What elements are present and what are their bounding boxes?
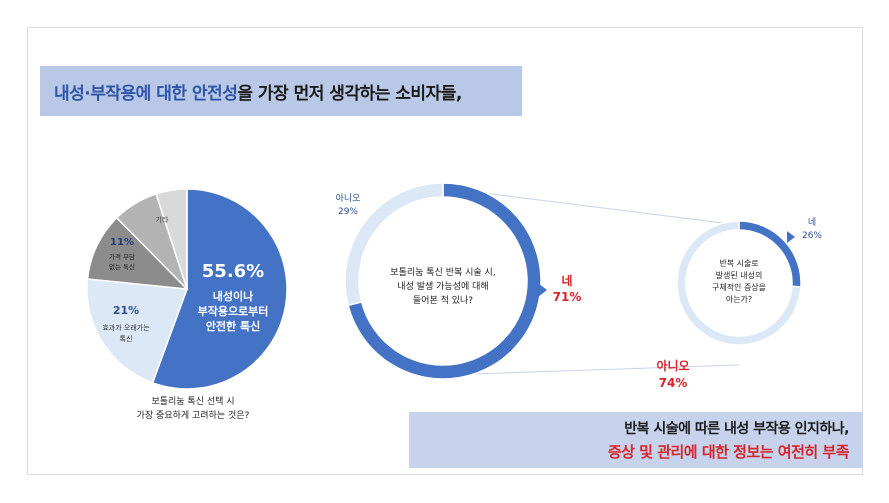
donut2-no-segment bbox=[344, 182, 444, 307]
donut3-question-4: 아는가? bbox=[726, 294, 752, 304]
donut2-yes-pointer bbox=[538, 283, 547, 297]
donut2-no-pct: 29% bbox=[338, 207, 358, 217]
pie1-label-other: 기타 bbox=[156, 215, 169, 224]
pie1-pct-long: 21% bbox=[113, 304, 139, 317]
donut2-question-2: 내성 발생 가능성에 대해 bbox=[397, 281, 488, 292]
donut3-no-segment bbox=[676, 220, 802, 346]
donut2-no-label: 아니오 bbox=[336, 193, 361, 204]
pie1-label-long-1: 효과가 오래가는 bbox=[102, 323, 150, 332]
top-banner: 내성·부작용에 대한 안전성 을 가장 먼저 생각하는 소비자들, bbox=[40, 66, 522, 116]
pie1-label-main-2: 부작용으로부터 bbox=[198, 304, 269, 318]
donut3-no-label: 아니오 bbox=[656, 358, 689, 373]
pie1-label-main-1: 내성이나 bbox=[213, 289, 253, 303]
bottom-banner-line1: 반복 시술에 따른 내성 부작용 인지하나, bbox=[624, 421, 849, 437]
figure-frame bbox=[27, 27, 863, 475]
pie1-pct-price: 11% bbox=[110, 237, 134, 248]
donut2-yes-label: 네 bbox=[561, 273, 572, 288]
connector-line-bottom bbox=[442, 364, 740, 376]
pie1-label-long-2: 톡신 bbox=[120, 334, 133, 343]
pie1-question-2: 가장 중요하게 고려하는 것은? bbox=[137, 410, 250, 421]
donut2-question-1: 보톨리눔 톡신 반복 시술 시, bbox=[390, 267, 495, 278]
pie1-label-main-3: 안전한 톡신 bbox=[206, 319, 260, 333]
donut3-yes-pct: 26% bbox=[802, 231, 822, 241]
pie1-pct-main: 55.6% bbox=[202, 261, 264, 282]
pie1-slice-1 bbox=[86, 278, 189, 384]
bottom-banner-line2: 증상 및 관리에 대한 정보는 여전히 부족 bbox=[607, 443, 850, 461]
top-banner-rest: 을 가장 먼저 생각하는 소비자들, bbox=[237, 83, 462, 104]
bottom-banner: 반복 시술에 따른 내성 부작용 인지하나, 증상 및 관리에 대한 정보는 여… bbox=[409, 412, 863, 468]
pie-chart-consideration bbox=[86, 188, 288, 390]
pie1-label-price-2: 없는 톡신 bbox=[109, 262, 135, 271]
donut3-yes-label: 네 bbox=[808, 217, 816, 228]
pie1-slice-2 bbox=[86, 216, 189, 290]
donut3-yes-pointer bbox=[787, 231, 795, 243]
pie1-slice-4 bbox=[155, 188, 188, 290]
donut3-question-1: 반복 시술로 bbox=[719, 258, 758, 268]
top-banner-highlight: 내성·부작용에 대한 안전성 bbox=[54, 83, 238, 104]
connector-line-top bbox=[442, 187, 740, 226]
donut2-question-3: 들어본 적 있나? bbox=[413, 294, 473, 306]
donut-chart-symptoms bbox=[676, 220, 802, 346]
donut3-no-pct: 74% bbox=[659, 376, 688, 390]
donut3-question-2: 발생된 내성의 bbox=[716, 270, 763, 280]
pie1-question-1: 보톨리눔 톡신 선택 시 bbox=[151, 396, 234, 407]
donut3-question-3: 구체적인 증상을 bbox=[712, 282, 766, 292]
donut-chart-awareness bbox=[344, 182, 542, 380]
pie1-label-price-1: 가격 부담 bbox=[109, 252, 135, 261]
pie1-slice-0 bbox=[151, 188, 288, 390]
donut2-yes-pct: 71% bbox=[553, 290, 582, 304]
